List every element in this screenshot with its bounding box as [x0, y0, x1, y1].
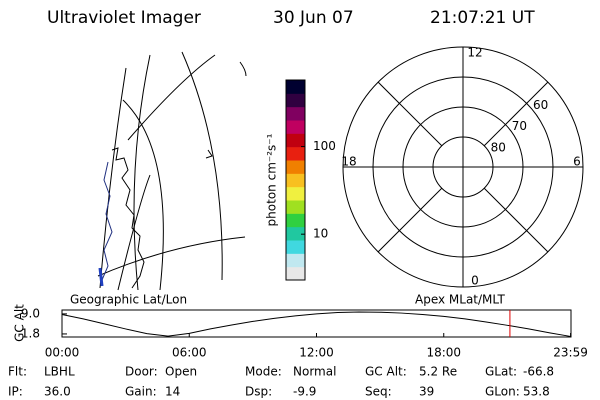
field-label: GC Alt:	[365, 365, 407, 379]
colorbar-tick-label: 10	[313, 227, 328, 241]
field-label: Dsp:	[245, 385, 272, 399]
color-segment	[286, 266, 305, 281]
color-segment	[286, 106, 305, 121]
geographic-map	[97, 51, 247, 291]
field-value: Normal	[293, 365, 336, 379]
y-tick-label: 1.8	[21, 326, 40, 340]
mlat-label: 80	[491, 140, 506, 154]
x-tick-label: 12:00	[299, 346, 334, 360]
color-segment	[286, 173, 305, 188]
colorbar-label: photon cm⁻²s⁻¹	[265, 133, 279, 226]
x-tick-label: 23:59	[553, 346, 588, 360]
color-segment	[286, 80, 305, 94]
color-segment	[286, 226, 305, 241]
x-tick-label: 18:00	[426, 346, 461, 360]
diagonal-line	[377, 81, 443, 147]
color-segment	[286, 160, 305, 174]
field-value: 5.2 Re	[419, 365, 457, 379]
field-label: Mode:	[245, 365, 282, 379]
field-value: -66.8	[523, 365, 554, 379]
field-value: 36.0	[44, 385, 71, 399]
field-label: GLat:	[485, 365, 517, 379]
mlt-label: 18	[341, 155, 356, 169]
altitude-line	[61, 311, 571, 337]
field-label: IP:	[8, 385, 23, 399]
color-segment	[286, 146, 305, 161]
field-label: Flt:	[8, 365, 27, 379]
x-tick-label: 06:00	[172, 346, 207, 360]
color-segment	[286, 240, 305, 254]
footer: Flt: LBHL Door: Open Mode: Normal GC Alt: 5.2 R…	[8, 365, 554, 399]
y-tick-label: 9.0	[21, 306, 40, 320]
color-segment	[286, 133, 305, 148]
diagonal-line	[483, 81, 549, 147]
field-value: Open	[165, 365, 197, 379]
field-value: 39	[419, 385, 434, 399]
colorbar-tick-label: 100	[313, 139, 336, 153]
field-label: Door:	[125, 365, 158, 379]
field-value: 53.8	[523, 385, 550, 399]
coast-highlight	[98, 267, 104, 287]
field-value: LBHL	[44, 365, 75, 379]
colorbar-frame	[285, 79, 306, 281]
color-segment	[286, 93, 305, 108]
color-segment	[286, 186, 305, 201]
color-segment	[286, 120, 305, 134]
altitude-ylabel: GC Alt	[13, 304, 27, 342]
title: Ultraviolet Imager	[47, 8, 201, 28]
colorbar: 10 100	[285, 79, 336, 281]
polar-grid: 80 70 60 0 6 12 18	[341, 46, 584, 288]
color-segment	[286, 200, 305, 214]
field-value: -9.9	[293, 385, 316, 399]
field-label: GLon:	[485, 385, 520, 399]
x-tick-label: 00:00	[45, 346, 80, 360]
field-label: Seq:	[365, 385, 392, 399]
color-segment	[286, 213, 305, 228]
field-label: Gain:	[125, 385, 157, 399]
mlt-label: 0	[471, 274, 479, 288]
color-segment	[286, 253, 305, 268]
polar-label: Apex MLat/MLT	[415, 293, 505, 307]
time: 21:07:21 UT	[430, 8, 535, 28]
mlat-label: 60	[533, 98, 548, 112]
diagonal-line	[483, 187, 549, 253]
date: 30 Jun 07	[273, 8, 354, 28]
mlt-label: 6	[573, 155, 581, 169]
mlt-label: 12	[467, 46, 482, 60]
altitude-plot: 1.8 9.0 00:00 06:00 12:00 18:00 23:59	[21, 306, 588, 359]
mlat-label: 70	[512, 119, 527, 133]
map-label: Geographic Lat/Lon	[70, 293, 187, 307]
diagonal-line	[377, 187, 443, 253]
field-value: 14	[165, 385, 180, 399]
